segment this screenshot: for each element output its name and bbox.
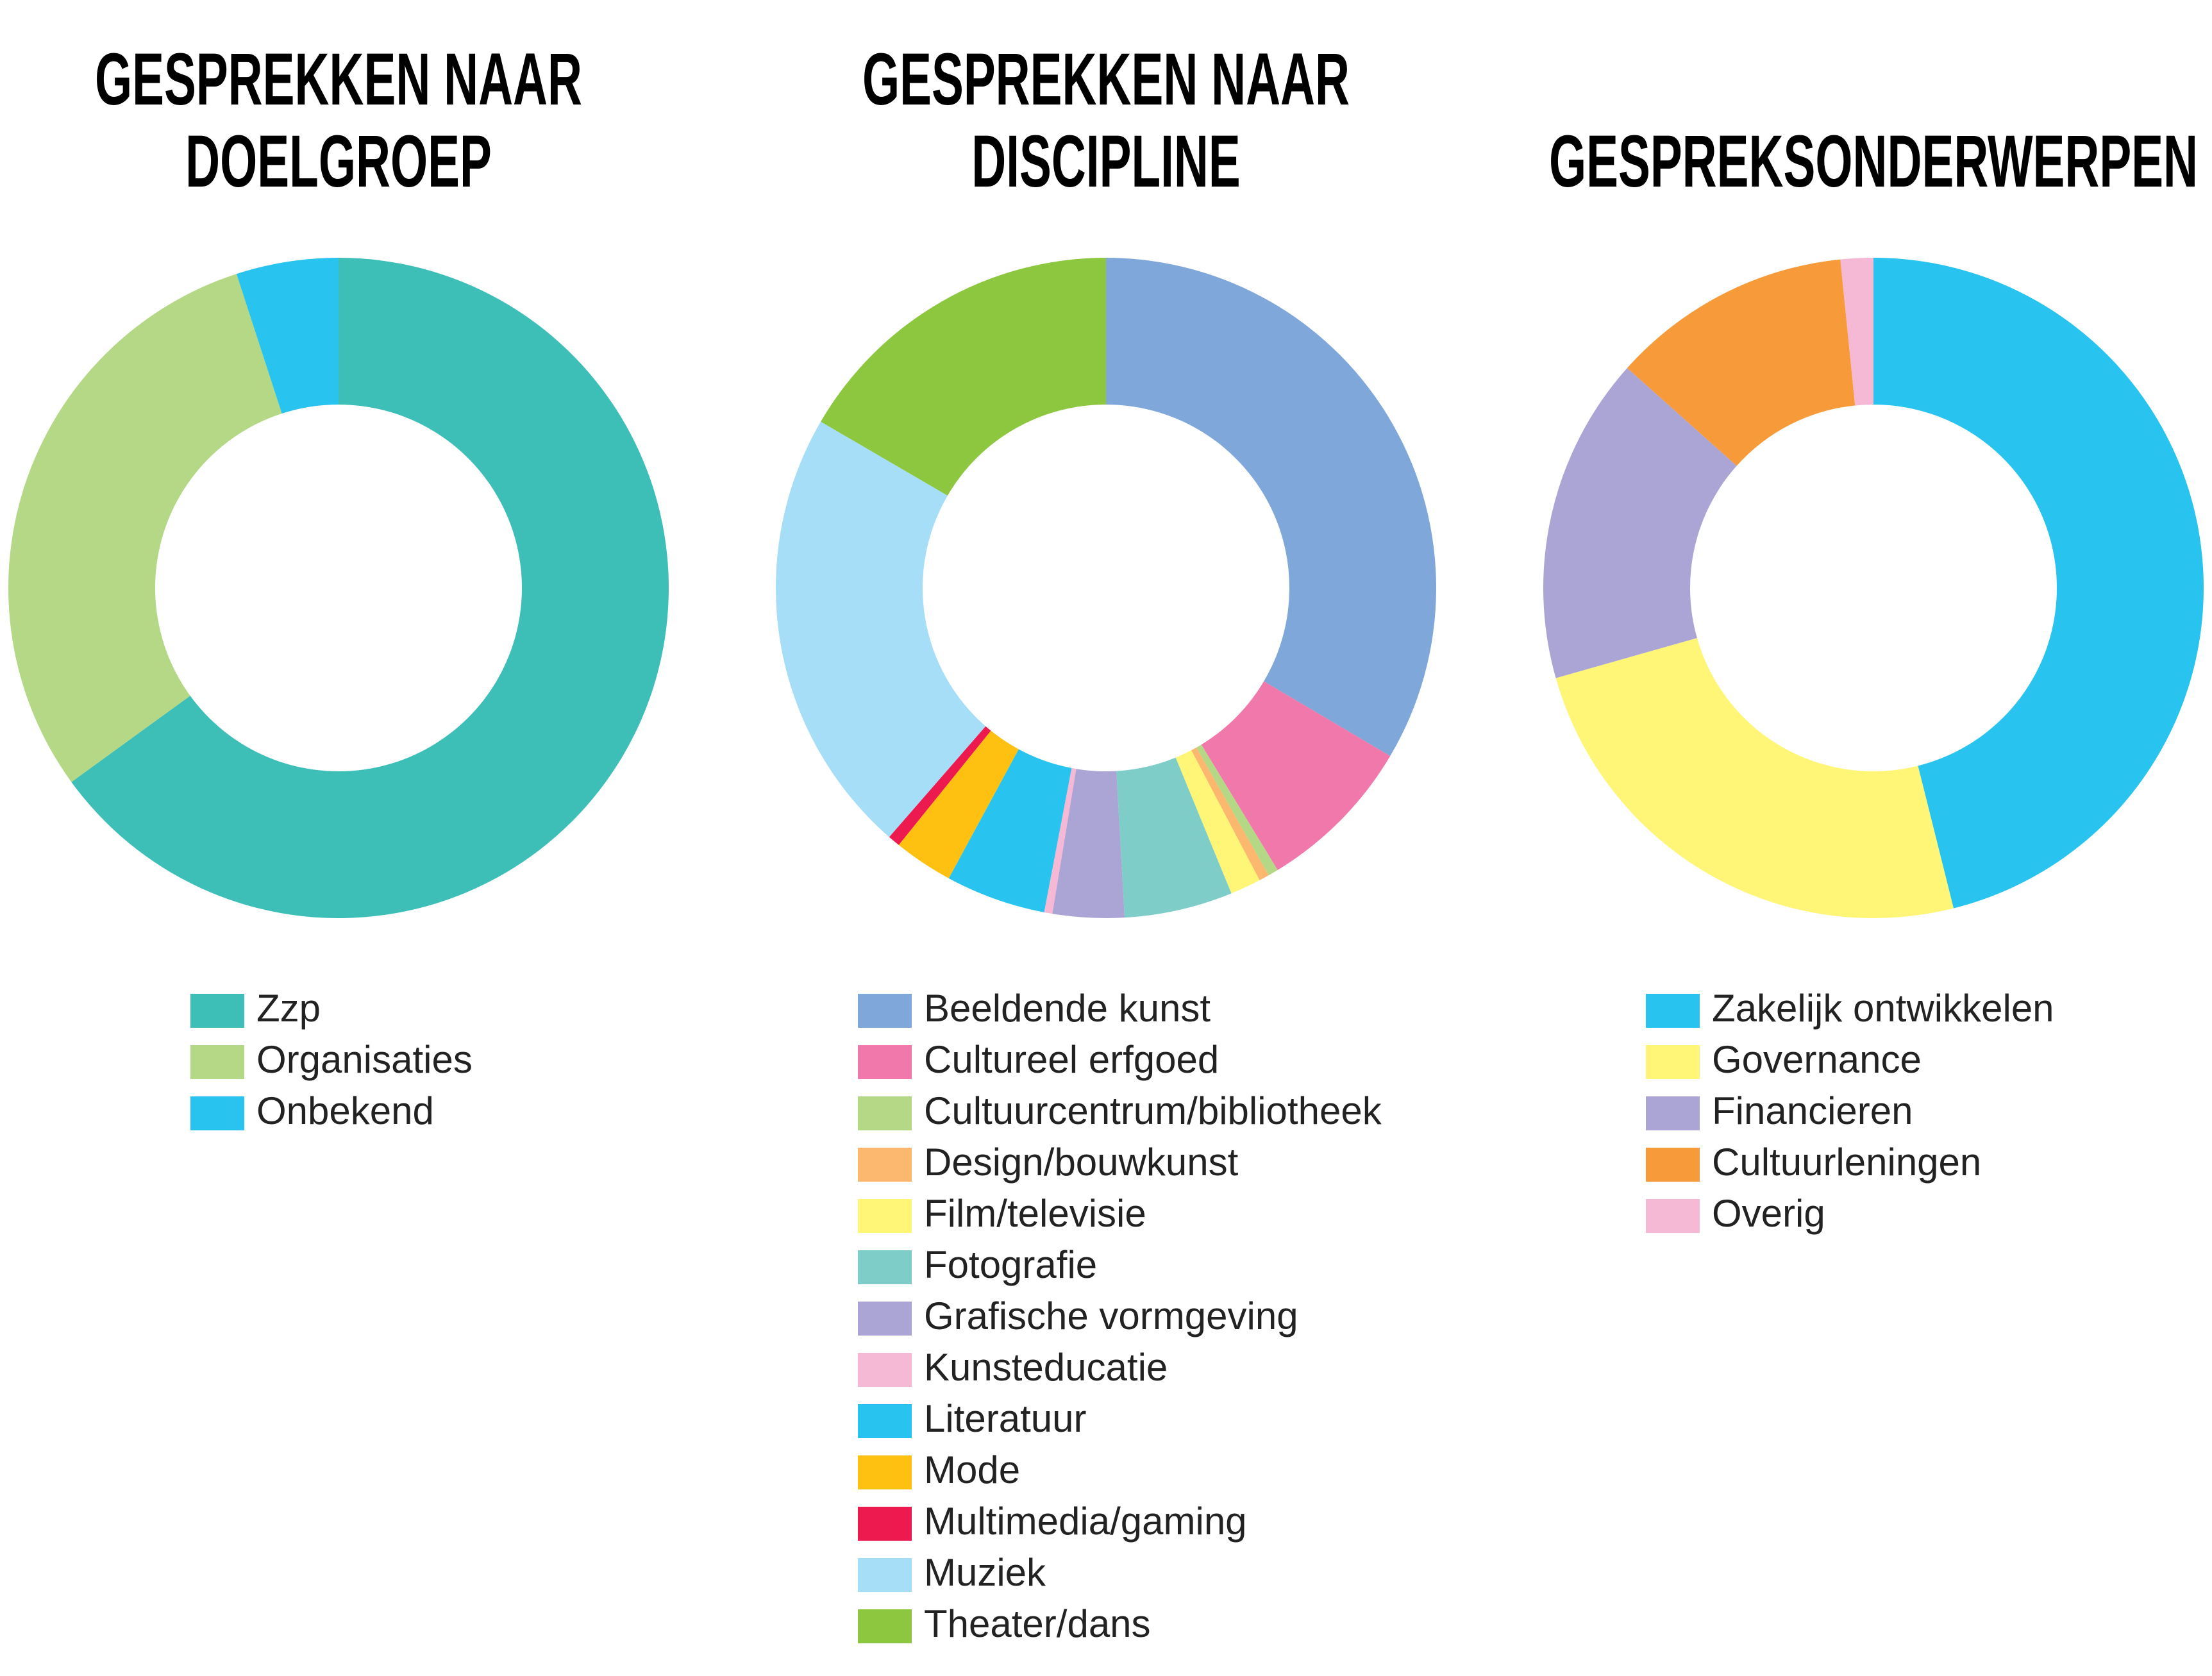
legend-label: Fotografie	[924, 1243, 1097, 1286]
legend-label: Financieren	[1712, 1089, 1913, 1132]
donut-slice	[898, 730, 1019, 878]
donut-slice	[948, 749, 1072, 912]
legend-label: Multimedia/gaming	[924, 1500, 1247, 1543]
donut-slice	[1555, 638, 1954, 919]
donut-slice	[1044, 767, 1077, 914]
legend-label: Governance	[1712, 1038, 1922, 1081]
donut-slice	[1175, 750, 1260, 894]
legend-label: Cultuurcentrum/bibliotheek	[924, 1089, 1382, 1132]
chart-title: GESPREKKEN NAAR DISCIPLINE	[862, 38, 1350, 203]
donut-slice	[71, 258, 669, 918]
legend-swatch	[858, 1096, 912, 1130]
donut-slice	[821, 258, 1106, 496]
legend-swatch	[858, 1199, 912, 1233]
legend-label: Beeldende kunst	[924, 987, 1211, 1030]
chart-title: GESPREKKEN NAAR DOELGROEP	[94, 38, 583, 203]
donut-slice	[1201, 681, 1391, 870]
legend-swatch	[858, 1302, 912, 1336]
donut-slice	[1116, 757, 1232, 918]
legend-swatch	[190, 1096, 244, 1130]
legend-label: Overig	[1712, 1192, 1825, 1235]
legend-label: Grafische vormgeving	[924, 1295, 1298, 1337]
donut-slice	[1840, 258, 1873, 406]
legend-swatch	[858, 1148, 912, 1182]
legend-swatch	[1646, 994, 1700, 1028]
legend-swatch	[858, 1045, 912, 1079]
legend-label: Kunsteducatie	[924, 1346, 1168, 1389]
legend-label: Theater/dans	[924, 1602, 1151, 1645]
legend-swatch	[1646, 1096, 1700, 1130]
legend-swatch	[858, 1609, 912, 1643]
legend-label: Zakelijk ontwikkelen	[1712, 987, 2054, 1030]
donut-slice	[1543, 368, 1737, 678]
legend-swatch	[1646, 1045, 1700, 1079]
donut-slice	[1191, 747, 1269, 880]
legend-swatch	[858, 1558, 912, 1592]
legend-swatch	[1646, 1199, 1700, 1233]
legend-swatch	[190, 994, 244, 1028]
legend-label: Muziek	[924, 1551, 1046, 1594]
legend-swatch	[858, 1353, 912, 1387]
legend-swatch	[858, 1250, 912, 1284]
donut-slice	[1052, 769, 1125, 919]
legend-swatch	[858, 1507, 912, 1541]
legend-label: Design/bouwkunst	[924, 1141, 1239, 1184]
donut-slice	[1873, 258, 2204, 909]
legend-label: Organisaties	[256, 1038, 473, 1081]
legend-swatch	[858, 994, 912, 1028]
donut-slice	[8, 274, 282, 782]
legend-label: Film/televisie	[924, 1192, 1146, 1235]
donut-slice	[1196, 744, 1278, 876]
chart-title: GESPREKSONDERWERPEN	[1548, 121, 2199, 203]
legend-swatch	[190, 1045, 244, 1079]
donut-slice	[1106, 258, 1437, 757]
legend-swatch	[858, 1404, 912, 1438]
legend-swatch	[858, 1455, 912, 1489]
donut-slice	[1627, 259, 1856, 466]
legend-label: Cultureel erfgoed	[924, 1038, 1219, 1081]
donut-slice	[889, 726, 991, 845]
legend-label: Onbekend	[256, 1089, 434, 1132]
legend-label: Zzp	[256, 987, 321, 1030]
donut-slice	[236, 258, 339, 414]
donut-slice	[776, 421, 986, 837]
legend-label: Literatuur	[924, 1397, 1086, 1440]
legend-label: Mode	[924, 1448, 1020, 1491]
legend-swatch	[1646, 1148, 1700, 1182]
legend-label: Cultuurleningen	[1712, 1141, 1981, 1184]
